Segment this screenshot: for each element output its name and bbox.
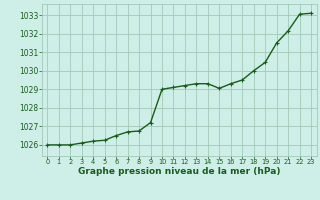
X-axis label: Graphe pression niveau de la mer (hPa): Graphe pression niveau de la mer (hPa) (78, 167, 280, 176)
